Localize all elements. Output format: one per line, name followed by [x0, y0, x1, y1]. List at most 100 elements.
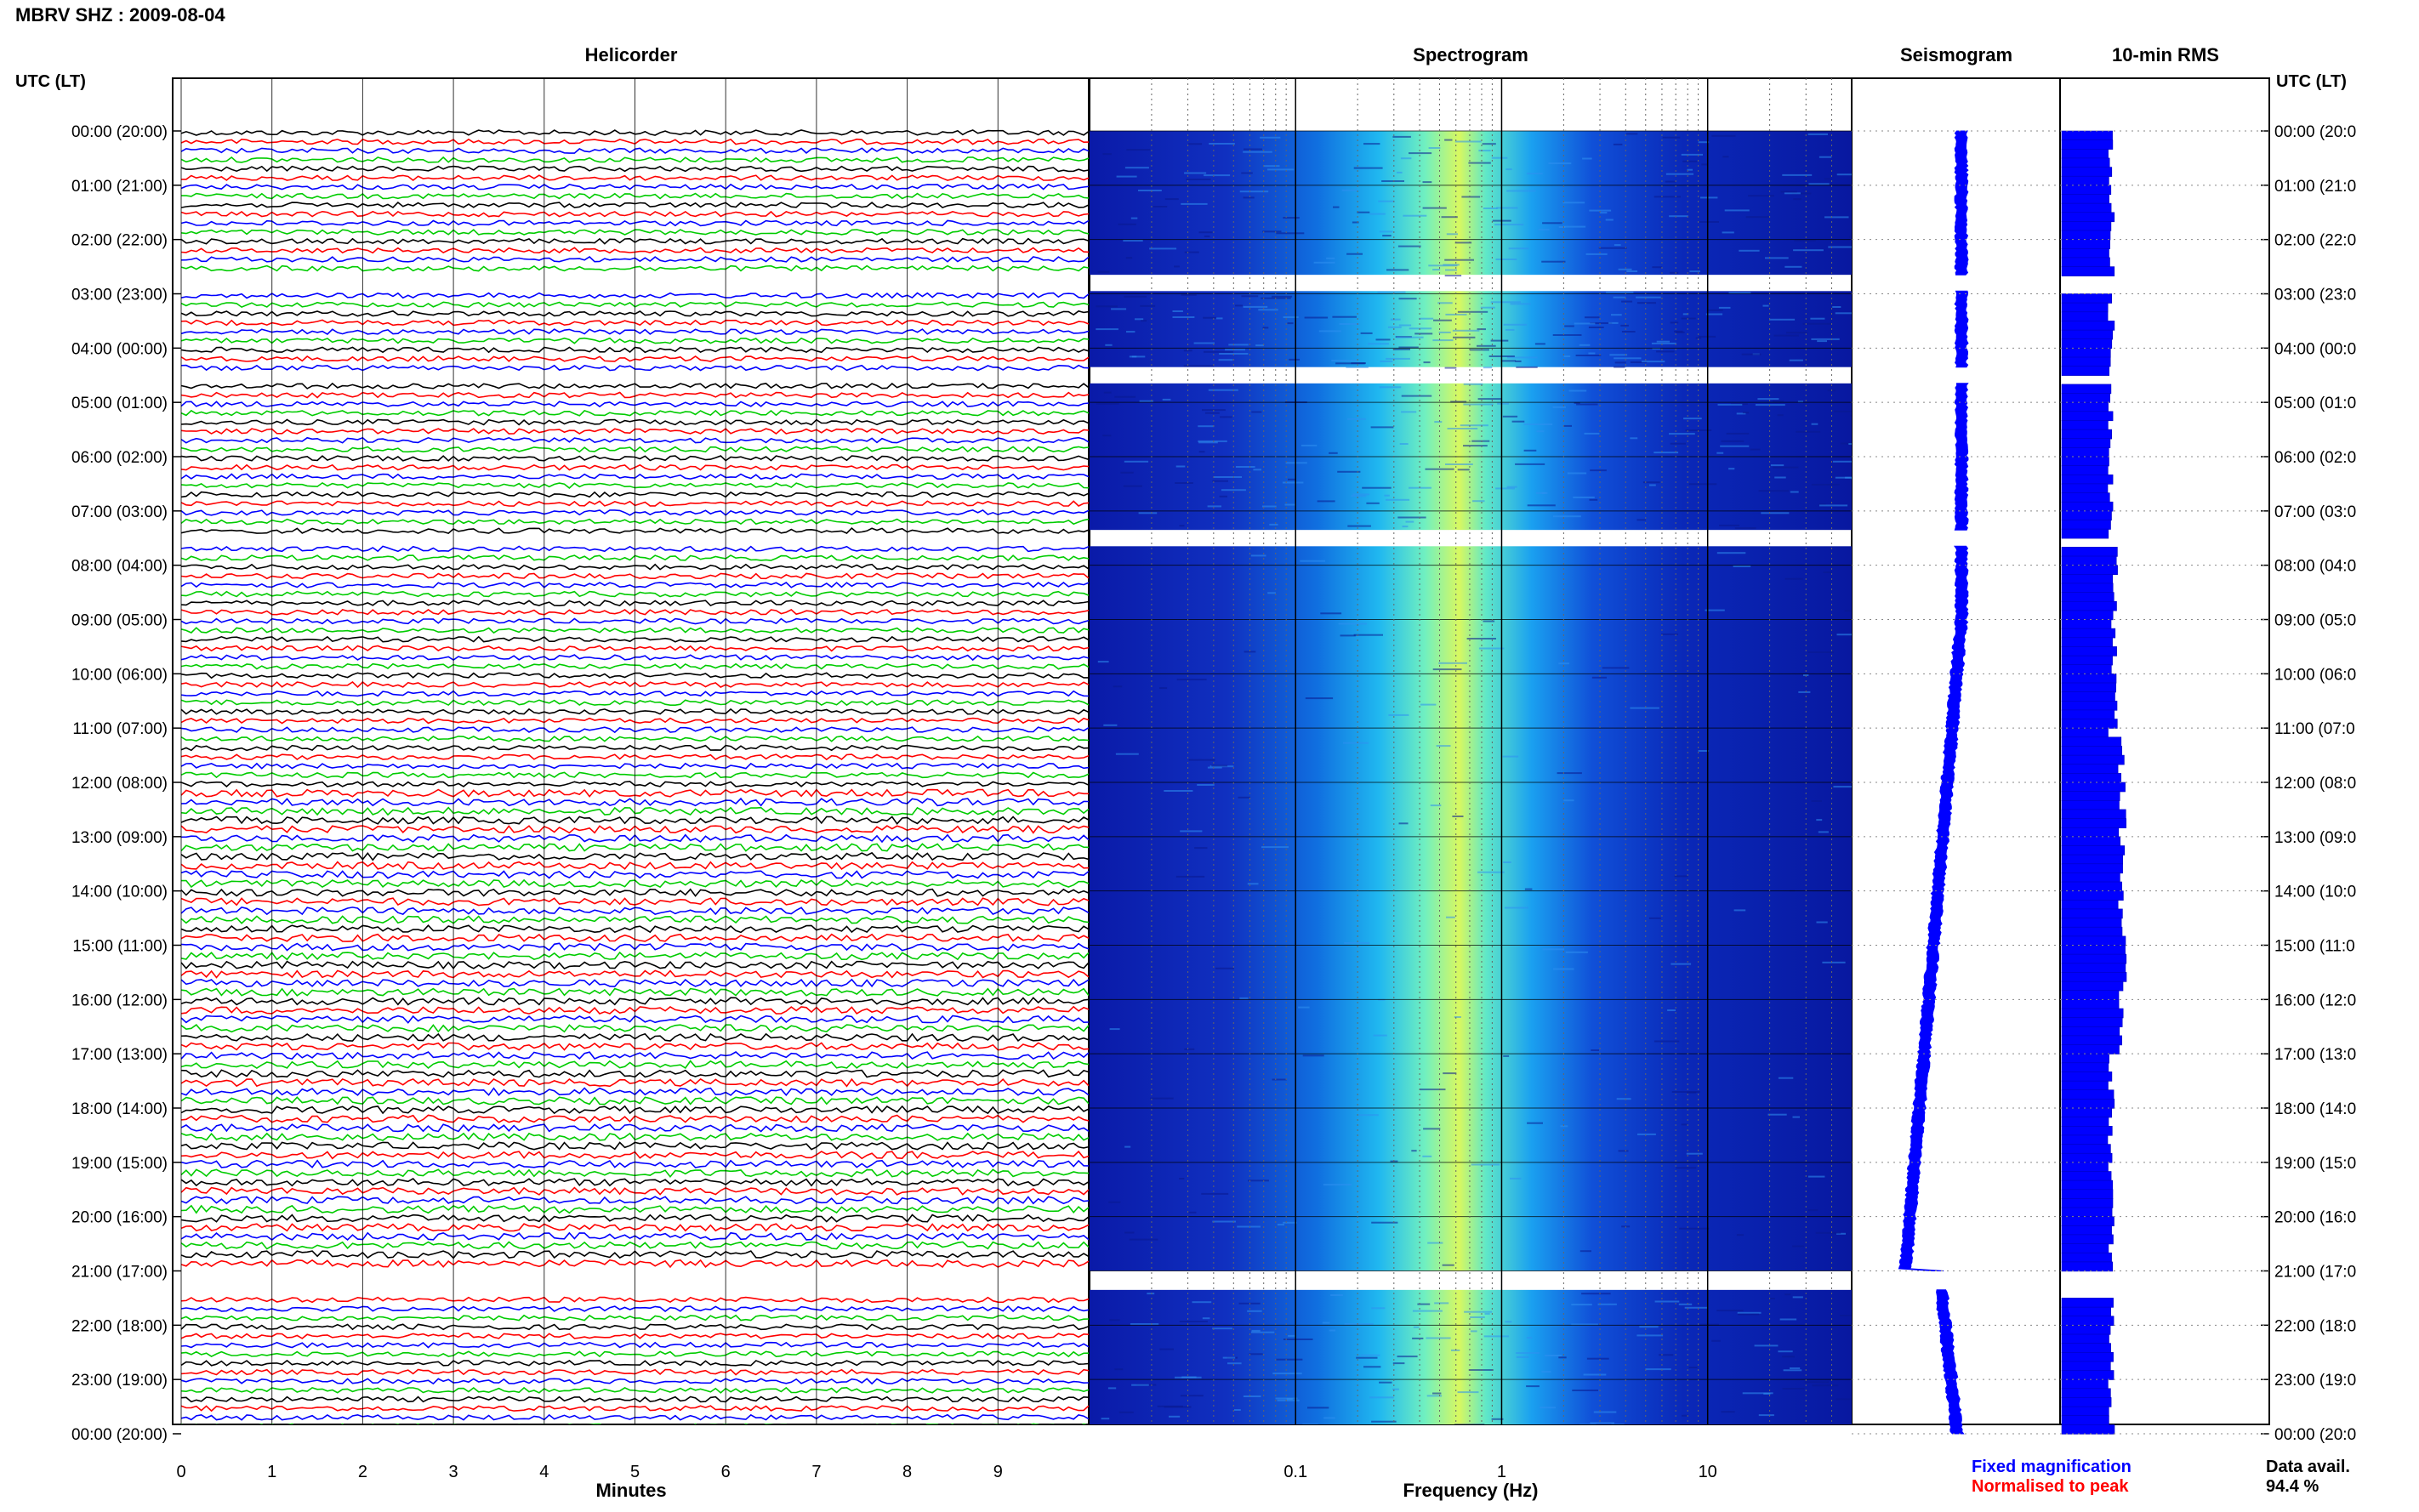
spectrogram-noise	[1175, 465, 1186, 468]
spectrogram-noise	[1720, 445, 1750, 447]
spectrogram-noise	[1438, 331, 1451, 333]
spectrogram-noise	[1207, 505, 1221, 508]
spectrogram-noise	[1413, 1326, 1420, 1328]
spectrogram-noise	[1450, 401, 1467, 403]
spectrogram-noise	[1684, 1433, 1700, 1435]
spectrogram-noise	[1260, 136, 1281, 139]
spectrogram-noise	[1571, 1304, 1592, 1306]
left-tick-label: 04:00 (00:00)	[71, 340, 168, 358]
rms-bar	[2061, 130, 2113, 141]
rms-bar	[2061, 736, 2122, 747]
rms-bar	[2061, 655, 2113, 666]
spectrogram-noise	[1184, 251, 1199, 253]
spectrogram-noise	[1516, 1352, 1540, 1354]
spectrogram-noise	[1711, 1339, 1721, 1342]
spectrogram-noise	[1742, 412, 1750, 414]
left-tick-label: 23:00 (19:00)	[71, 1372, 168, 1390]
spectrogram-noise	[1379, 230, 1393, 233]
spectrogram-noise	[1698, 750, 1710, 752]
rms-bar	[2061, 1352, 2114, 1362]
rms-bar	[2061, 990, 2120, 1000]
spectrogram-noise	[1369, 1396, 1394, 1399]
spectrogram-noise	[1400, 157, 1412, 160]
spectrogram-noise	[1384, 494, 1390, 497]
spectrogram-noise	[1773, 334, 1799, 337]
rms-bar	[2061, 1089, 2114, 1100]
spectrogram-noise	[1352, 221, 1359, 224]
rms-bar	[2061, 818, 2126, 828]
spectrogram-noise	[1162, 398, 1171, 401]
spectrogram-noise	[1840, 442, 1852, 445]
rms-bar	[2061, 555, 2117, 566]
rms-bar	[2061, 492, 2110, 503]
seismogram-trace	[1936, 1289, 1965, 1435]
spectrogram-noise	[1851, 327, 1852, 330]
spectrogram-noise	[1351, 362, 1366, 365]
spectrogram-noise	[1567, 472, 1587, 475]
spectrogram-noise	[1123, 240, 1143, 242]
spectrogram-noise	[1244, 148, 1262, 151]
spectrogram-noise	[1430, 804, 1442, 807]
spectrogram-noise	[1478, 150, 1491, 152]
spectrogram-noise	[1138, 512, 1158, 514]
spectrogram-noise	[1302, 1424, 1318, 1425]
spectrogram-noise	[1758, 490, 1789, 492]
spectrogram-noise	[1681, 153, 1703, 156]
spectrogram-noise	[1811, 423, 1819, 425]
right-tick-label: 17:00 (13:0	[2274, 1046, 2356, 1064]
spectrogram-noise	[1340, 634, 1356, 637]
right-tick-label: 00:00 (20:0	[2274, 1426, 2356, 1444]
right-tick-label: 01:00 (21:0	[2274, 178, 2356, 196]
spectrogram-noise	[1432, 1392, 1442, 1395]
spectrogram-noise	[1755, 404, 1785, 406]
spectrogram-noise	[1346, 418, 1366, 420]
spectrogram-noise	[1288, 1334, 1295, 1337]
spectrogram-noise	[1659, 1354, 1674, 1356]
spectrogram-noise	[1209, 143, 1235, 145]
spectrogram-noise	[1490, 301, 1521, 304]
spectrogram-noise	[1481, 1430, 1505, 1431]
spectrogram-noise	[1726, 432, 1750, 435]
spectrogram-noise	[1213, 476, 1242, 478]
spectrogram-noise	[1426, 1337, 1451, 1339]
spectrogram-noise	[1427, 1242, 1443, 1244]
spectrogram-noise	[1817, 340, 1827, 343]
rms-bar	[2061, 429, 2113, 440]
spectrogram-noise	[1253, 469, 1261, 471]
spectrogram-noise	[1505, 168, 1512, 171]
spectrogram-noise	[1377, 291, 1406, 293]
spectrogram-noise	[1124, 167, 1149, 169]
spectrogram-noise	[1451, 1349, 1460, 1351]
rms-bar	[2061, 1035, 2122, 1046]
spectrogram-noise	[1563, 355, 1571, 357]
spectrogram-noise	[1463, 403, 1494, 406]
spectrogram-noise	[1793, 198, 1801, 201]
rms-bar	[2061, 890, 2124, 901]
spectrogram-noise	[1836, 173, 1852, 176]
spectrogram-noise	[1222, 1356, 1236, 1359]
spectrogram-noise	[1323, 1184, 1352, 1186]
spectrogram-noise	[1444, 139, 1453, 141]
spectrogram-noise	[1682, 1414, 1689, 1417]
frequency-tick-label: 0.1	[1283, 1463, 1307, 1481]
spectrogram-noise	[1836, 1232, 1846, 1235]
left-tick-label: 14:00 (10:00)	[71, 884, 168, 901]
rms-bar	[2061, 1397, 2112, 1407]
spectrogram-noise	[1212, 480, 1228, 482]
spectrogram-noise	[1457, 469, 1470, 471]
spectrogram-noise	[1247, 1310, 1262, 1312]
spectrogram-noise	[1792, 1116, 1800, 1118]
spectrogram-noise	[1251, 1329, 1261, 1332]
spectrogram-noise	[1503, 323, 1528, 326]
spectrogram-noise	[1215, 317, 1223, 320]
spectrogram-noise	[1616, 1098, 1631, 1100]
spectrogram-noise	[1548, 162, 1572, 165]
rms-bar	[2061, 1333, 2109, 1344]
rms-bar	[2061, 185, 2112, 196]
left-tick-label: 15:00 (11:00)	[72, 938, 168, 956]
spectrogram-noise	[1602, 667, 1630, 669]
rms-bar	[2061, 972, 2127, 982]
rms-bar	[2061, 873, 2120, 883]
spectrogram-noise	[1386, 269, 1409, 271]
spectrogram-noise	[1417, 1303, 1431, 1305]
